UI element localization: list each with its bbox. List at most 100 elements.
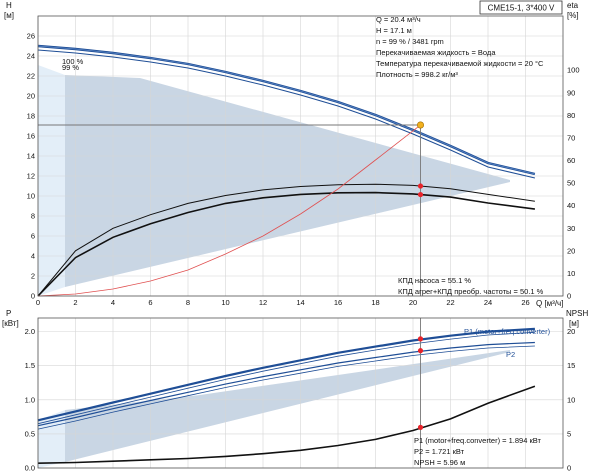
unit-efficiency-marker <box>417 191 424 198</box>
top-left-tick-label: 0 <box>31 292 35 301</box>
p2-value-text: P2 = 1.721 кВт <box>414 447 465 456</box>
power-npsh-panel: 0.0 0.5 1.0 1.5 2.0 0 5 10 15 20 P [кВт] NPSH [м]… <box>2 309 588 473</box>
top-right-tick-label: 50 <box>567 179 575 188</box>
top-x-tick-label: 14 <box>296 298 304 307</box>
p1-value-text: P1 (motor+freq.converter) = 1.894 кВт <box>414 436 542 445</box>
p1-marker <box>417 336 424 342</box>
top-ticks: 0 2 4 6 8 10 12 14 16 18 20 22 24 2602468101214161820… <box>27 32 580 308</box>
top-x-tick-label: 8 <box>186 298 190 307</box>
bottom-right-tick-label: 15 <box>567 361 575 370</box>
top-right-tick-label: 30 <box>567 224 575 233</box>
bottom-series <box>37 318 536 468</box>
op-info-n: n = 99 % / 3481 rpm <box>376 37 444 46</box>
top-right-tick-label: 70 <box>567 133 575 142</box>
power-range-shade <box>65 350 510 462</box>
bottom-ticks: 0.0 0.5 1.0 1.5 2.0 0 5 10 15 20 <box>25 327 576 472</box>
top-right-axis-title-line2: [%] <box>567 11 579 20</box>
op-info-liquid: Перекачиваемая жидкость = Вода <box>376 48 496 57</box>
top-left-tick-label: 4 <box>31 252 35 261</box>
top-left-tick-label: 14 <box>27 152 35 161</box>
top-x-tick-label: 0 <box>36 298 40 307</box>
op-info-h: H = 17.1 м <box>376 26 412 35</box>
npsh-marker <box>417 424 424 430</box>
top-left-axis-title-line2: [м] <box>4 11 14 20</box>
top-x-tick-label: 18 <box>371 298 379 307</box>
op-info-temp: Температура перекачиваемой жидкости = 20… <box>376 59 544 68</box>
top-right-tick-label: 10 <box>567 269 575 278</box>
op-info-density: Плотность = 998.2 кг/м³ <box>376 70 458 79</box>
top-x-tick-label: 26 <box>521 298 529 307</box>
top-right-tick-label: 100 <box>567 66 580 75</box>
model-label-box <box>479 0 563 15</box>
top-x-tick-label: 22 <box>446 298 454 307</box>
top-left-tick-label: 16 <box>27 132 35 141</box>
op-info-q: Q = 20.4 м³/ч <box>376 15 421 24</box>
top-left-axis-title-line1: H <box>6 1 12 10</box>
unit-efficiency-curve <box>37 191 536 297</box>
speed-label-100: 100 % <box>62 57 84 66</box>
npsh-value-text: NPSH = 5.96 м <box>414 458 465 467</box>
head-curve-highlight <box>37 45 535 175</box>
top-right-tick-label: 20 <box>567 246 575 255</box>
bottom-left-tick-label: 1.0 <box>25 395 35 404</box>
top-x-tick-label: 4 <box>111 298 115 307</box>
bottom-left-axis-title-line2: [кВт] <box>2 319 19 328</box>
bottom-right-tick-label: 0 <box>567 464 571 473</box>
bottom-plot-frame <box>37 317 564 469</box>
top-left-tick-label: 22 <box>27 72 35 81</box>
top-left-tick-label: 18 <box>27 112 35 121</box>
model-label: CME15-1, 3*400 V <box>488 4 555 13</box>
bottom-left-tick-label: 0.0 <box>25 464 35 473</box>
bottom-left-tick-label: 1.5 <box>25 361 35 370</box>
bottom-right-tick-label: 5 <box>567 429 571 438</box>
bottom-right-axis-title-line1: NPSH <box>566 309 588 318</box>
top-right-tick-label: 90 <box>567 88 575 97</box>
top-right-axis-title-line1: eta <box>567 1 579 10</box>
npsh-curve <box>37 385 536 464</box>
top-plot-frame <box>37 15 564 297</box>
head-efficiency-panel: 0 2 4 6 8 10 12 14 16 18 20 22 24 2602468101214161820… <box>4 1 580 308</box>
top-x-tick-label: 12 <box>259 298 267 307</box>
pump-efficiency-marker <box>417 183 424 189</box>
bottom-right-tick-label: 20 <box>567 327 575 336</box>
bottom-right-axis-title-line2: [м] <box>569 319 579 328</box>
top-right-tick-label: 0 <box>567 292 571 301</box>
top-right-tick-label: 40 <box>567 201 575 210</box>
top-x-tick-label: 24 <box>484 298 492 307</box>
operating-range-shade-light <box>38 65 65 296</box>
top-x-tick-label: 16 <box>334 298 342 307</box>
top-left-tick-label: 24 <box>27 52 35 61</box>
top-series <box>37 44 536 297</box>
pump-efficiency-curve <box>37 183 535 297</box>
top-left-tick-label: 6 <box>31 232 35 241</box>
top-right-tick-label: 80 <box>567 111 575 120</box>
bottom-left-tick-label: 0.5 <box>25 429 35 438</box>
top-x-tick-label: 2 <box>73 298 77 307</box>
bottom-left-tick-label: 2.0 <box>25 327 35 336</box>
top-x-tick-label: 6 <box>148 298 152 307</box>
operating-range-shade <box>65 75 510 287</box>
top-x-axis-title: Q [м³/ч] <box>536 299 563 308</box>
p2-series-label: P2 <box>506 350 515 359</box>
efficiency-pump-text: КПД насоса = 55.1 % <box>398 276 471 285</box>
p1-curve <box>37 327 535 422</box>
top-x-tick-label: 10 <box>221 298 229 307</box>
head-curve-99 <box>37 49 536 179</box>
top-left-tick-label: 26 <box>27 32 35 41</box>
top-left-tick-label: 10 <box>27 192 35 201</box>
top-left-tick-label: 8 <box>31 212 35 221</box>
p2-curve <box>37 341 535 427</box>
p1-curve-thin <box>37 331 535 425</box>
top-x-tick-label: 20 <box>409 298 417 307</box>
p2-marker <box>417 348 424 354</box>
speed-label-99: 99 % <box>62 63 79 72</box>
p1-series-label: P1 (motor+freq.converter) <box>464 327 551 336</box>
efficiency-unit-text: КПД агрег+КПД преобр. частоты = 50.1 % <box>398 287 544 296</box>
top-left-tick-label: 2 <box>31 272 35 281</box>
bottom-left-axis-title-line1: P <box>6 309 11 318</box>
p2-curve-thin <box>37 345 535 430</box>
bottom-right-tick-label: 10 <box>567 395 575 404</box>
top-left-tick-label: 20 <box>27 92 35 101</box>
top-right-tick-label: 60 <box>567 156 575 165</box>
